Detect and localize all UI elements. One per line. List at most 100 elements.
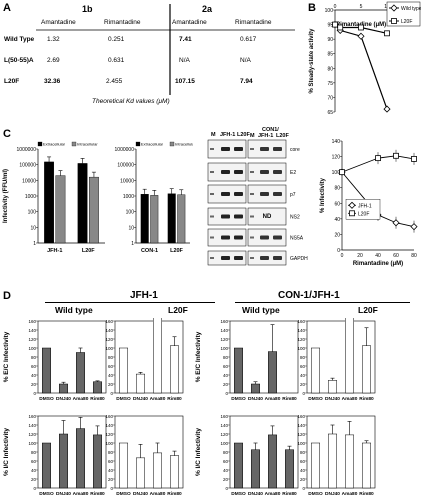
legend-swatch — [169, 141, 175, 147]
legend: JFH-1 L20F — [345, 199, 381, 220]
blot-row-label: GAPDH — [290, 256, 308, 262]
y-tick-label: 120 — [297, 432, 305, 437]
y-tick-label: 140 — [28, 328, 36, 333]
y-axis-label: Infectivity (FFU/ml) — [3, 169, 9, 223]
blot-row-label: p7 — [290, 192, 296, 198]
blot-band — [234, 256, 243, 260]
y-tick-label: 65 — [327, 110, 333, 116]
bar — [362, 442, 371, 489]
y-tick-label: 90 — [327, 37, 333, 43]
y-axis-label: % Steady-state activity — [309, 28, 315, 94]
y-tick-label: 160 — [220, 414, 228, 419]
x-tick-label: Ama80 — [150, 396, 166, 402]
point-marker — [375, 155, 381, 162]
bar — [89, 176, 99, 244]
legend: Extracellular Intracellular — [135, 141, 193, 147]
x-tick-label: DMSO — [39, 491, 54, 497]
y-tick-label: 80 — [108, 450, 114, 455]
bar — [311, 442, 320, 489]
y-tick-label: 40 — [300, 373, 306, 378]
y-tick-label: 100 — [28, 210, 37, 216]
blot-band — [260, 256, 269, 260]
y-tick-label: 80 — [327, 66, 333, 72]
x-tick-label: DMSO — [231, 491, 246, 497]
x-tick-label: Rim80 — [282, 396, 297, 402]
y-tick-label: 1000 — [123, 194, 134, 200]
y-axis-label: % E/C Infectivity — [195, 331, 202, 382]
bar — [136, 457, 145, 489]
x-tick-label: 80 — [411, 253, 417, 259]
bar — [140, 194, 149, 244]
bar — [234, 347, 243, 394]
y-tick-label: 100 — [297, 441, 305, 446]
y-tick-label: 60 — [108, 364, 114, 369]
blot-strip — [247, 207, 287, 226]
bar — [150, 195, 159, 244]
kd-value: 107.15 — [175, 78, 195, 85]
x-axis-label: Rimantadine (μM) — [353, 261, 403, 267]
x-tick-label: DNJ40 — [56, 491, 71, 497]
nd-label: ND — [263, 214, 272, 220]
x-tick-label: DMSO — [308, 396, 323, 402]
series-line — [341, 171, 415, 228]
legend-swatch — [37, 141, 43, 147]
bar — [362, 345, 371, 394]
y-tick-label: 60 — [300, 459, 306, 464]
blot-band — [221, 256, 230, 260]
legend-swatch — [71, 141, 77, 147]
blot-band — [221, 214, 230, 219]
marker-band — [250, 215, 254, 218]
point-marker — [332, 21, 338, 28]
panel-d-headers: JFH-1 CON-1/JFH-1 Wild type L20F Wild ty… — [10, 290, 421, 320]
point-marker — [392, 219, 400, 227]
y-tick-label: 100 — [297, 346, 305, 351]
kd-value: 0.617 — [240, 36, 257, 43]
kd-table-lines — [36, 4, 295, 95]
y-tick-label: 60 — [108, 459, 114, 464]
x-tick-label: 40 — [375, 253, 381, 259]
bar — [345, 318, 354, 394]
legend-label: Wild type — [401, 6, 421, 12]
y-tick-label: 70 — [327, 95, 333, 101]
y-tick-label: 1 — [33, 241, 36, 247]
y-tick-label: 100000 — [117, 163, 134, 169]
x-tick-label: DNJ40 — [56, 396, 71, 402]
kd-value: 32.36 — [44, 78, 61, 85]
point-marker — [384, 30, 390, 37]
point-marker — [339, 169, 345, 176]
y-tick-label: 80 — [223, 355, 229, 360]
x-tick-label: Ama80 — [265, 396, 281, 402]
bar — [328, 380, 337, 394]
y-tick-label: 120 — [220, 432, 228, 437]
blot-band — [221, 192, 230, 196]
y-axis-label: % I/C Infectivity — [195, 428, 202, 476]
point-marker — [390, 4, 398, 12]
y-tick-label: 85 — [327, 52, 333, 58]
legend: Extracellular Intracellular — [37, 141, 98, 147]
bar — [59, 433, 68, 489]
legend-label: JFH-1 — [358, 203, 372, 209]
legend-label: L20F — [401, 19, 412, 25]
x-tick-label: Rim80 — [90, 396, 105, 402]
y-tick-label: 60 — [31, 364, 37, 369]
x-tick-label: 0 — [341, 253, 344, 259]
y-tick-label: 140 — [105, 423, 113, 428]
y-tick-label: 1000000 — [17, 147, 37, 153]
panel-d-letter: D — [3, 290, 11, 302]
y-tick-label: 20 — [223, 477, 229, 482]
blot-band — [273, 147, 282, 151]
y-tick-label: 0 — [302, 486, 305, 491]
y-tick-label: 140 — [220, 328, 228, 333]
x-tick-label: Rim80 — [359, 491, 374, 497]
lane-label: CON1/ — [262, 127, 279, 133]
bar — [42, 442, 51, 489]
drug-header: Rimantadine — [104, 19, 141, 26]
lane-label: L20F — [237, 132, 250, 138]
y-tick-label: 60 — [31, 459, 37, 464]
y-tick-label: 140 — [220, 423, 228, 428]
subheader: Wild type — [55, 305, 93, 315]
y-tick-label: 40 — [300, 468, 306, 473]
y-tick-label: 100 — [220, 441, 228, 446]
y-tick-label: 80 — [300, 450, 306, 455]
